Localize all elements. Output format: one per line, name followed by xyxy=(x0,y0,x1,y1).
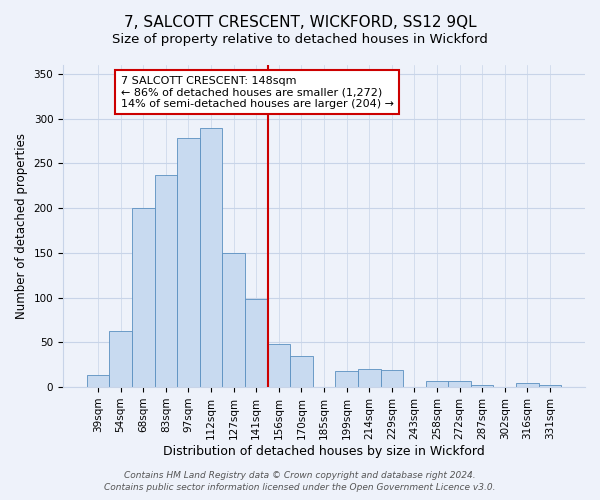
Bar xyxy=(177,138,200,387)
Text: 7 SALCOTT CRESCENT: 148sqm
← 86% of detached houses are smaller (1,272)
14% of s: 7 SALCOTT CRESCENT: 148sqm ← 86% of deta… xyxy=(121,76,394,109)
Y-axis label: Number of detached properties: Number of detached properties xyxy=(15,133,28,319)
Bar xyxy=(87,376,109,387)
Text: 7, SALCOTT CRESCENT, WICKFORD, SS12 9QL: 7, SALCOTT CRESCENT, WICKFORD, SS12 9QL xyxy=(124,15,476,30)
Bar xyxy=(223,253,245,387)
X-axis label: Distribution of detached houses by size in Wickford: Distribution of detached houses by size … xyxy=(163,444,485,458)
Bar xyxy=(268,344,290,387)
Bar xyxy=(200,128,223,387)
Text: Contains HM Land Registry data © Crown copyright and database right 2024.
Contai: Contains HM Land Registry data © Crown c… xyxy=(104,471,496,492)
Bar xyxy=(245,298,268,387)
Bar xyxy=(539,386,561,387)
Bar xyxy=(448,381,471,387)
Text: Size of property relative to detached houses in Wickford: Size of property relative to detached ho… xyxy=(112,32,488,46)
Bar xyxy=(132,208,155,387)
Bar xyxy=(155,175,177,387)
Bar xyxy=(425,381,448,387)
Bar xyxy=(290,356,313,387)
Bar xyxy=(109,330,132,387)
Bar xyxy=(335,371,358,387)
Bar xyxy=(471,386,493,387)
Bar xyxy=(380,370,403,387)
Bar xyxy=(516,382,539,387)
Bar xyxy=(358,369,380,387)
